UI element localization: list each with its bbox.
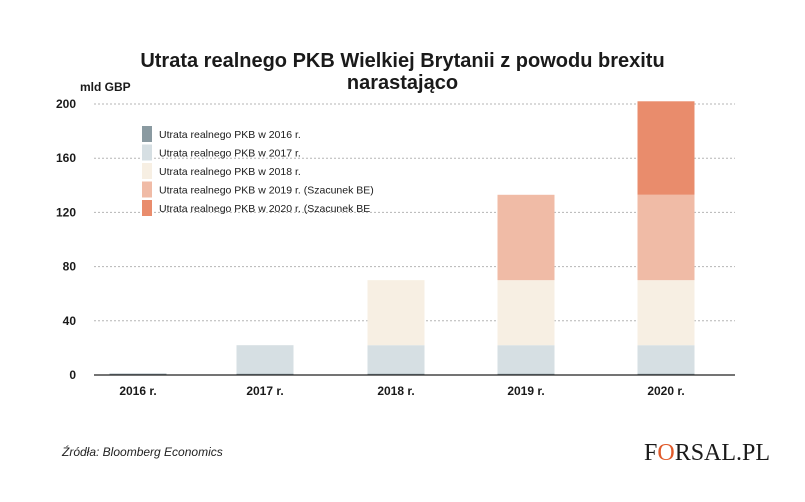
bar-segment xyxy=(497,194,555,281)
bar-segment xyxy=(367,345,425,374)
y-tick-label: 120 xyxy=(56,205,76,219)
bar-segment xyxy=(497,280,555,346)
logo-o: O xyxy=(657,440,675,466)
bar-segment xyxy=(236,373,294,375)
chart-title: Utrata realnego PKB Wielkiej Brytanii z … xyxy=(0,50,805,94)
bar-segment xyxy=(637,345,695,374)
x-tick-label: 2019 r. xyxy=(507,384,544,398)
legend-label: Utrata realnego PKB w 2016 r. xyxy=(159,129,301,141)
legend-label: Utrata realnego PKB w 2017 r. xyxy=(159,148,301,160)
forsal-logo[interactable]: FORSAL.PL xyxy=(644,440,770,467)
logo-prefix: F xyxy=(644,440,658,466)
legend-swatch xyxy=(142,144,152,161)
bar-segment xyxy=(497,373,555,375)
x-tick-label: 2020 r. xyxy=(647,384,684,398)
bar-segment xyxy=(637,373,695,375)
logo-suffix: RSAL.PL xyxy=(674,440,771,466)
x-tick-label: 2018 r. xyxy=(377,384,414,398)
x-tick-label: 2016 r. xyxy=(119,384,156,398)
bar-segment xyxy=(637,101,695,195)
source-note: Źródła: Bloomberg Economics xyxy=(62,445,223,459)
legend-label: Utrata realnego PKB w 2020 r. (Szacunek … xyxy=(159,203,370,215)
bar-segment xyxy=(236,345,294,374)
bar-segment xyxy=(637,194,695,281)
y-tick-label: 0 xyxy=(69,368,76,382)
y-axis-unit-label: mld GBP xyxy=(80,80,131,94)
chart-title-line2: narastająco xyxy=(346,72,459,94)
legend-swatch xyxy=(142,200,152,216)
bar-segment xyxy=(497,345,555,374)
bar-segment xyxy=(367,280,425,346)
y-tick-label: 80 xyxy=(63,260,77,274)
x-tick-label: 2017 r. xyxy=(246,384,283,398)
bar-segment xyxy=(367,373,425,375)
y-tick-label: 40 xyxy=(63,314,77,328)
legend-label: Utrata realnego PKB w 2018 r. xyxy=(159,166,301,178)
legend-swatch xyxy=(142,181,152,198)
legend-swatch xyxy=(142,126,152,142)
y-tick-label: 200 xyxy=(56,97,76,111)
y-tick-label: 160 xyxy=(56,151,76,165)
bar-segment xyxy=(637,280,695,346)
bar-segment xyxy=(109,373,167,375)
legend-label: Utrata realnego PKB w 2019 r. (Szacunek … xyxy=(159,185,374,197)
chart-title-line1: Utrata realnego PKB Wielkiej Brytanii z … xyxy=(140,50,665,72)
legend-swatch xyxy=(142,163,152,179)
